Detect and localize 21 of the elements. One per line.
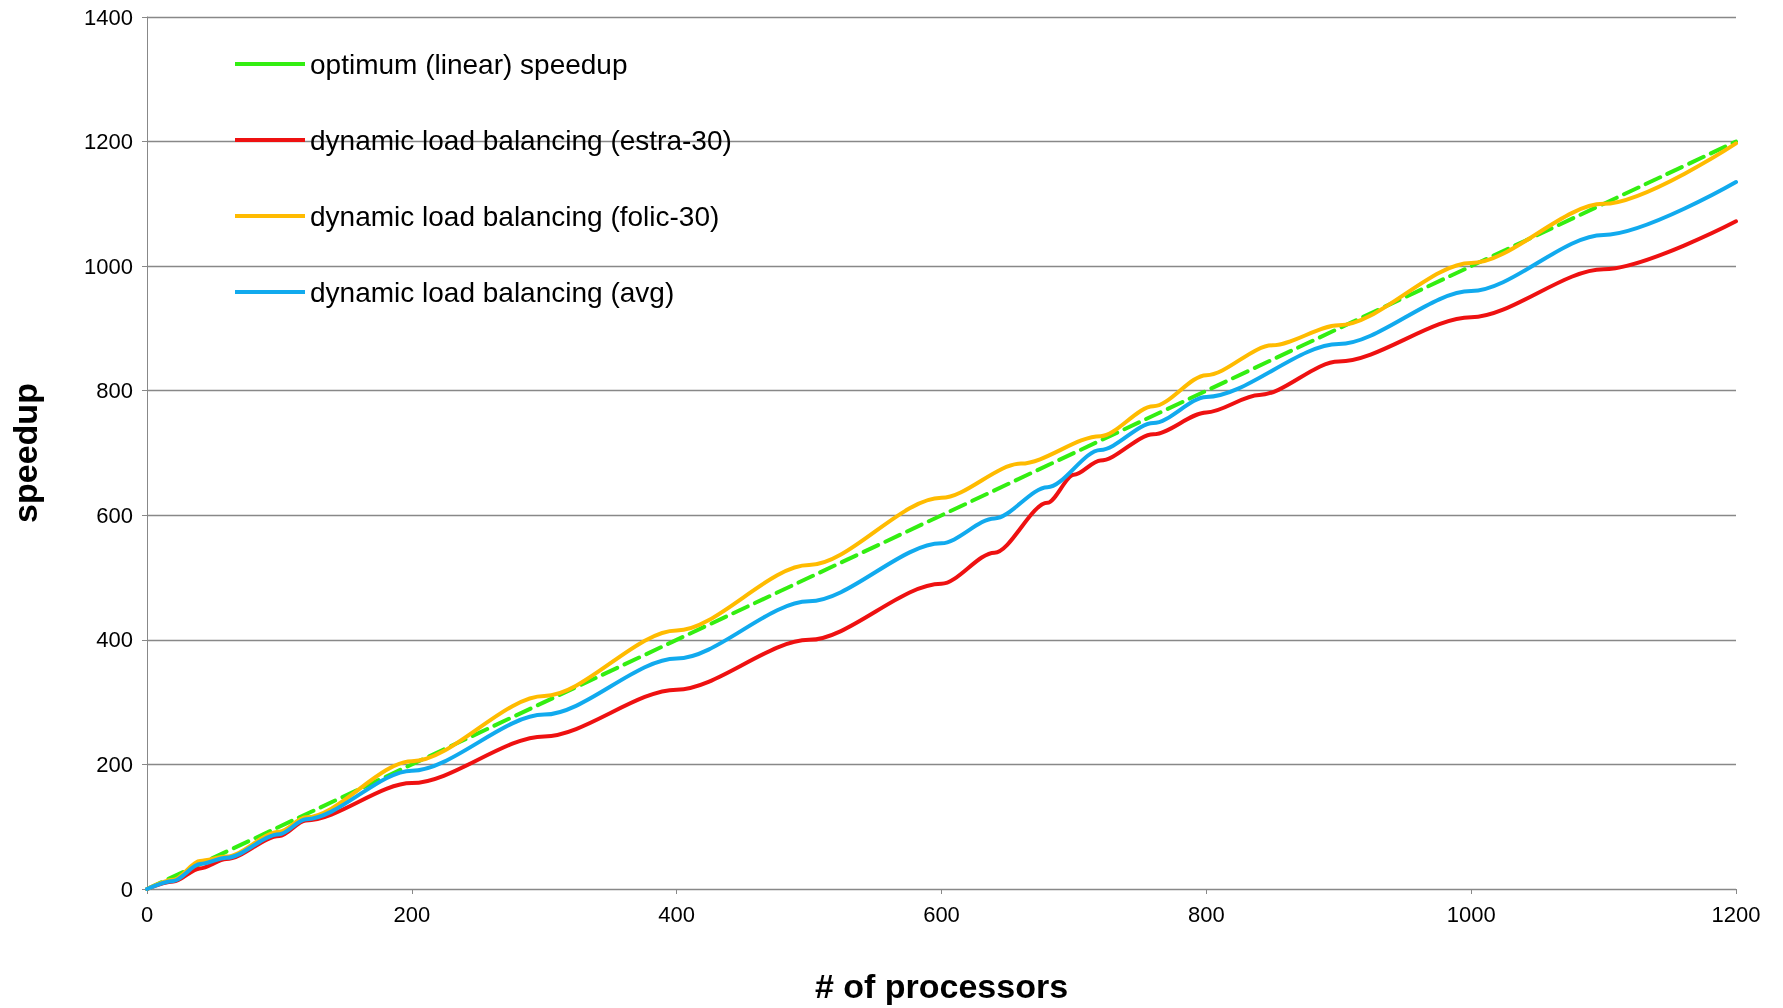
x-tick-label: 0 (140, 901, 154, 927)
x-tick-label: 1200 (1711, 901, 1761, 927)
x-tick-label: 1000 (1446, 901, 1496, 927)
y-tick-label: 1400 (84, 4, 133, 30)
y-axis-title: speedup (6, 383, 44, 523)
y-tick-label: 1000 (84, 253, 133, 279)
legend-label: dynamic load balancing (estra-30) (310, 124, 732, 156)
legend-label: optimum (linear) speedup (310, 48, 628, 80)
x-tick-label: 400 (658, 901, 696, 927)
legend-label: dynamic load balancing (folic-30) (310, 200, 720, 232)
y-tick-label: 600 (96, 502, 133, 528)
x-tick-label: 600 (923, 901, 960, 927)
y-tick-label: 0 (120, 876, 133, 902)
y-tick-label: 800 (96, 378, 133, 404)
x-tick-label: 200 (393, 901, 431, 927)
y-tick-label: 1200 (84, 129, 133, 155)
y-tick-label: 400 (96, 627, 133, 653)
legend-label: dynamic load balancing (avg) (310, 276, 675, 308)
y-tick-label: 200 (96, 751, 133, 777)
x-axis-title: # of processors (814, 967, 1069, 1005)
x-tick-label: 800 (1187, 901, 1225, 927)
